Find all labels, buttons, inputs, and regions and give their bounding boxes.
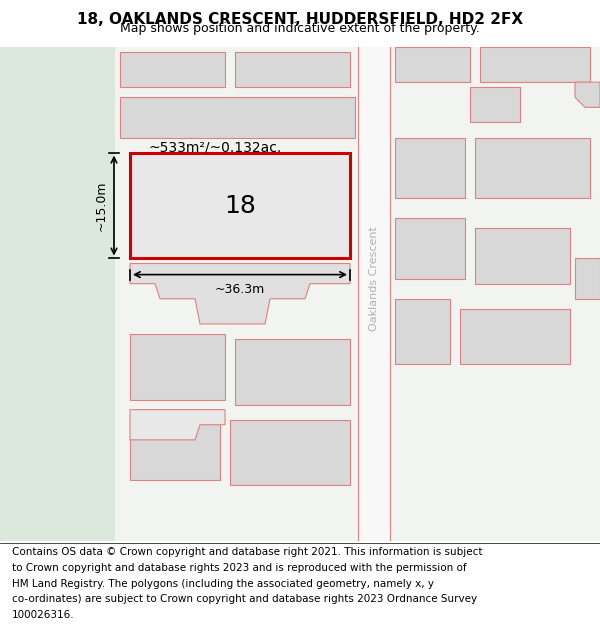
Bar — [395, 138, 465, 198]
Text: Oaklands Crescent: Oaklands Crescent — [369, 226, 379, 331]
Bar — [395, 299, 450, 364]
Bar — [475, 138, 590, 198]
Bar — [475, 228, 570, 284]
Text: 18, OAKLANDS CRESCENT, HUDDERSFIELD, HD2 2FX: 18, OAKLANDS CRESCENT, HUDDERSFIELD, HD2… — [77, 12, 523, 27]
Bar — [0, 47, 115, 541]
Bar — [235, 52, 350, 87]
Text: co-ordinates) are subject to Crown copyright and database rights 2023 Ordnance S: co-ordinates) are subject to Crown copyr… — [12, 594, 477, 604]
Text: Contains OS data © Crown copyright and database right 2021. This information is : Contains OS data © Crown copyright and d… — [12, 548, 482, 558]
Text: ~36.3m: ~36.3m — [215, 282, 265, 296]
Text: 18: 18 — [224, 194, 256, 218]
Bar — [120, 98, 355, 138]
Bar — [130, 152, 350, 259]
Text: to Crown copyright and database rights 2023 and is reproduced with the permissio: to Crown copyright and database rights 2… — [12, 563, 467, 573]
Polygon shape — [575, 82, 600, 107]
Bar — [230, 420, 350, 485]
Bar — [395, 218, 465, 279]
Bar — [235, 339, 350, 404]
Text: ~15.0m: ~15.0m — [95, 181, 108, 231]
Bar — [130, 334, 225, 399]
Bar — [130, 414, 220, 480]
Bar — [460, 309, 570, 364]
Bar — [480, 47, 590, 82]
Bar — [120, 52, 225, 87]
Polygon shape — [575, 259, 600, 299]
Text: HM Land Registry. The polygons (including the associated geometry, namely x, y: HM Land Registry. The polygons (includin… — [12, 579, 434, 589]
Bar — [470, 87, 520, 123]
Polygon shape — [130, 409, 225, 440]
Text: 100026316.: 100026316. — [12, 610, 74, 620]
Text: Map shows position and indicative extent of the property.: Map shows position and indicative extent… — [120, 22, 480, 35]
Bar — [358, 47, 390, 541]
Bar — [395, 47, 470, 82]
Text: ~533m²/~0.132ac.: ~533m²/~0.132ac. — [148, 141, 281, 154]
Polygon shape — [130, 264, 350, 324]
